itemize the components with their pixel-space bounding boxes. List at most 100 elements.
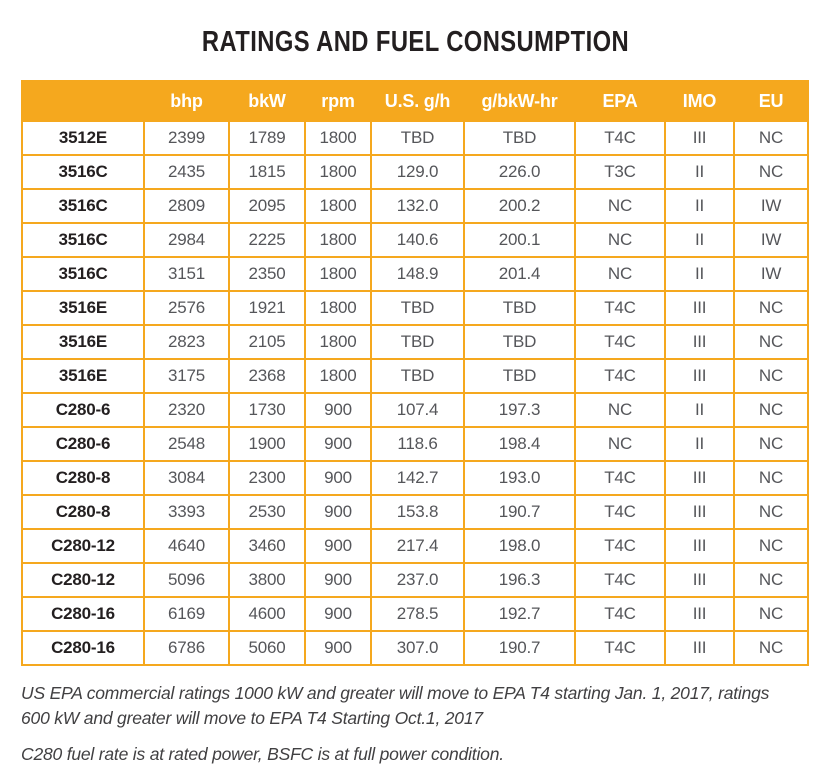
table-cell-us-g-h: TBD xyxy=(370,358,465,394)
table-cell-imo: III xyxy=(664,290,735,326)
table-cell-us-g-h: 132.0 xyxy=(370,188,465,224)
table-cell-epa: T4C xyxy=(574,596,666,632)
table-cell-rpm: 1800 xyxy=(304,222,372,258)
table-cell-bkw: 1921 xyxy=(228,290,306,326)
ratings-table: bhp bkW rpm U.S. g/h g/bkW-hr EPA IMO EU 3512E 2… xyxy=(21,80,809,666)
table-cell-eu: NC xyxy=(733,596,809,632)
table-cell-imo: II xyxy=(664,256,735,292)
table-cell-eu: NC xyxy=(733,426,809,462)
table-cell-eu: NC xyxy=(733,460,809,496)
table-cell-rpm: 1800 xyxy=(304,154,372,190)
table-cell-bkw: 3460 xyxy=(228,528,306,564)
table-cell-us-g-h: 307.0 xyxy=(370,630,465,666)
table-cell-epa: NC xyxy=(574,256,666,292)
table-cell-bkw: 2368 xyxy=(228,358,306,394)
table-cell-bkw: 2225 xyxy=(228,222,306,258)
table-row: 3516E 3175 2368 1800 TBD TBD T4C III NC xyxy=(21,358,809,394)
table-cell-epa: T4C xyxy=(574,528,666,564)
model-cell: 3516C xyxy=(21,222,145,258)
table-cell-bkw: 1900 xyxy=(228,426,306,462)
table-cell-bkw: 1815 xyxy=(228,154,306,190)
table-cell-us-g-h: TBD xyxy=(370,120,465,156)
table-cell-bhp: 3175 xyxy=(143,358,230,394)
table-cell-imo: III xyxy=(664,460,735,496)
table-cell-eu: NC xyxy=(733,290,809,326)
model-cell: C280-16 xyxy=(21,596,145,632)
table-cell-imo: III xyxy=(664,596,735,632)
table-cell-bkw: 2105 xyxy=(228,324,306,360)
table-cell-rpm: 1800 xyxy=(304,324,372,360)
table-cell-rpm: 1800 xyxy=(304,188,372,224)
column-header-eu: EU xyxy=(733,80,809,122)
table-cell-bkw: 1789 xyxy=(228,120,306,156)
table-cell-g-bkw-hr: 197.3 xyxy=(463,392,576,428)
table-cell-g-bkw-hr: TBD xyxy=(463,120,576,156)
table-cell-us-g-h: TBD xyxy=(370,324,465,360)
table-cell-bkw: 2530 xyxy=(228,494,306,530)
table-cell-g-bkw-hr: TBD xyxy=(463,324,576,360)
table-cell-imo: II xyxy=(664,154,735,190)
table-row: C280-8 3084 2300 900 142.7 193.0 T4C III NC xyxy=(21,460,809,496)
table-cell-eu: NC xyxy=(733,392,809,428)
table-body: 3512E 2399 1789 1800 TBD TBD T4C III NC 3516C 2435… xyxy=(21,120,809,666)
model-cell: C280-12 xyxy=(21,562,145,598)
table-cell-us-g-h: 153.8 xyxy=(370,494,465,530)
table-cell-imo: III xyxy=(664,324,735,360)
table-cell-bhp: 3393 xyxy=(143,494,230,530)
table-cell-bhp: 4640 xyxy=(143,528,230,564)
table-row: C280-6 2548 1900 900 118.6 198.4 NC II NC xyxy=(21,426,809,462)
table-cell-bkw: 2095 xyxy=(228,188,306,224)
table-row: C280-16 6786 5060 900 307.0 190.7 T4C III NC xyxy=(21,630,809,666)
table-cell-rpm: 1800 xyxy=(304,358,372,394)
table-cell-g-bkw-hr: 198.0 xyxy=(463,528,576,564)
footnote: US EPA commercial ratings 1000 kW and gr… xyxy=(21,681,830,731)
table-cell-eu: NC xyxy=(733,120,809,156)
table-cell-epa: T4C xyxy=(574,562,666,598)
table-cell-us-g-h: 148.9 xyxy=(370,256,465,292)
table-cell-us-g-h: TBD xyxy=(370,290,465,326)
table-row: 3512E 2399 1789 1800 TBD TBD T4C III NC xyxy=(21,120,809,156)
footnote-line: US EPA commercial ratings 1000 kW and gr… xyxy=(21,683,770,703)
table-row: C280-16 6169 4600 900 278.5 192.7 T4C III NC xyxy=(21,596,809,632)
table-cell-bhp: 6786 xyxy=(143,630,230,666)
column-header-bhp: bhp xyxy=(143,80,230,122)
table-cell-eu: NC xyxy=(733,562,809,598)
column-header-imo: IMO xyxy=(664,80,735,122)
table-cell-eu: NC xyxy=(733,630,809,666)
table-cell-us-g-h: 237.0 xyxy=(370,562,465,598)
table-cell-bkw: 3800 xyxy=(228,562,306,598)
table-cell-bhp: 2399 xyxy=(143,120,230,156)
table-row: 3516E 2576 1921 1800 TBD TBD T4C III NC xyxy=(21,290,809,326)
table-cell-g-bkw-hr: 198.4 xyxy=(463,426,576,462)
table-cell-epa: T4C xyxy=(574,630,666,666)
table-cell-bhp: 3151 xyxy=(143,256,230,292)
table-cell-us-g-h: 129.0 xyxy=(370,154,465,190)
table-cell-bhp: 3084 xyxy=(143,460,230,496)
table-cell-rpm: 1800 xyxy=(304,290,372,326)
table-cell-imo: III xyxy=(664,494,735,530)
table-row: C280-12 5096 3800 900 237.0 196.3 T4C III NC xyxy=(21,562,809,598)
table-cell-rpm: 1800 xyxy=(304,256,372,292)
model-cell: 3516E xyxy=(21,358,145,394)
table-cell-us-g-h: 278.5 xyxy=(370,596,465,632)
table-cell-imo: II xyxy=(664,222,735,258)
model-cell: C280-8 xyxy=(21,460,145,496)
table-cell-rpm: 900 xyxy=(304,528,372,564)
table-cell-g-bkw-hr: 201.4 xyxy=(463,256,576,292)
table-cell-us-g-h: 118.6 xyxy=(370,426,465,462)
table-cell-g-bkw-hr: 200.2 xyxy=(463,188,576,224)
table-cell-bhp: 2320 xyxy=(143,392,230,428)
footnotes: US EPA commercial ratings 1000 kW and gr… xyxy=(21,681,830,767)
table-cell-bkw: 2350 xyxy=(228,256,306,292)
table-cell-eu: NC xyxy=(733,154,809,190)
table-cell-g-bkw-hr: 193.0 xyxy=(463,460,576,496)
table-cell-epa: T4C xyxy=(574,120,666,156)
table-cell-eu: IW xyxy=(733,256,809,292)
table-row: C280-12 4640 3460 900 217.4 198.0 T4C III NC xyxy=(21,528,809,564)
table-cell-rpm: 900 xyxy=(304,426,372,462)
table-cell-epa: T4C xyxy=(574,494,666,530)
table-cell-imo: III xyxy=(664,562,735,598)
table-cell-imo: II xyxy=(664,188,735,224)
table-cell-g-bkw-hr: TBD xyxy=(463,290,576,326)
